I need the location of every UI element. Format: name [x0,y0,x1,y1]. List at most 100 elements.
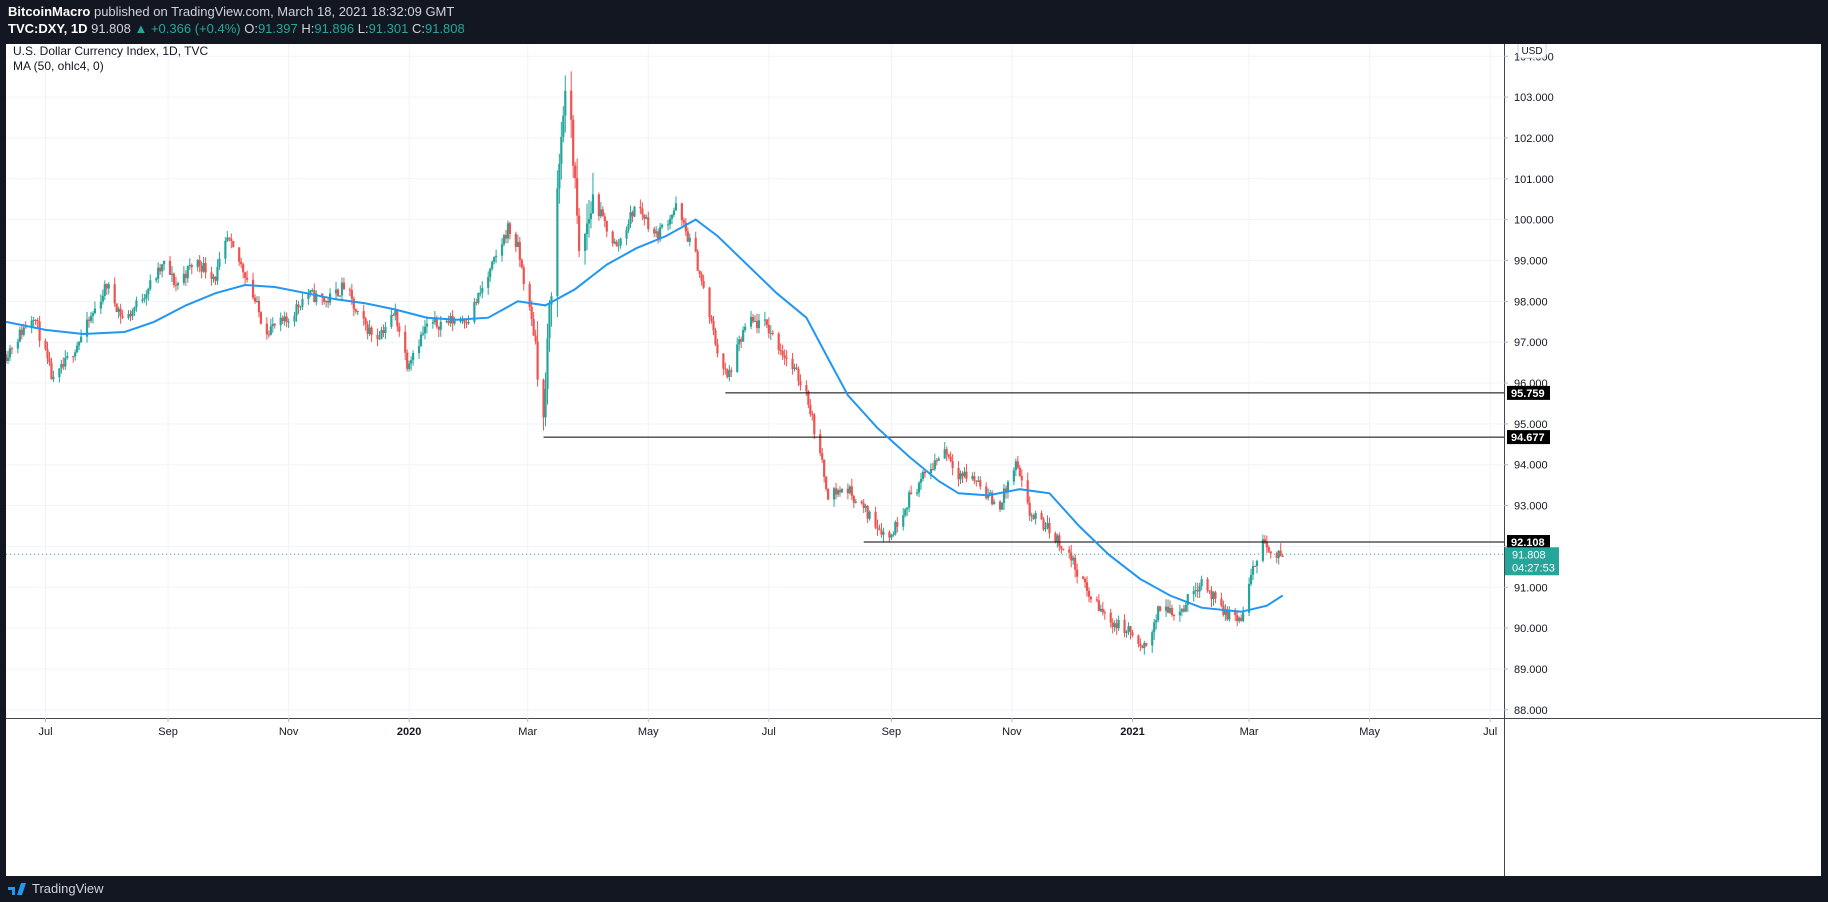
candle [342,277,346,290]
candle [281,315,284,325]
candle [168,256,172,276]
candle [336,288,340,297]
ohlc-legend: TVC:DXY, 1D 91.808 ▲ +0.366 (+0.4%) O:91… [8,21,465,36]
candle [1048,517,1051,539]
candle [1000,501,1004,511]
price-chart[interactable]: 88.00089.00090.00091.00092.00093.00094.0… [4,40,1821,876]
candle [811,410,814,421]
candle [1054,531,1057,544]
tradingview-brand[interactable]: TradingView [8,881,104,896]
candle [975,480,978,487]
candle [722,353,725,376]
candle [1113,620,1116,632]
candle [307,288,310,305]
candle [929,463,932,480]
candle [544,372,547,427]
publish-header: BitcoinMacro published on TradingView.co… [0,0,1828,44]
candle [578,207,581,258]
candle [532,311,535,336]
candle [864,503,867,513]
candle [1226,606,1229,621]
candle [184,270,187,286]
candle [933,453,936,471]
candle [1198,582,1201,599]
candle [749,310,753,330]
candle [378,331,381,340]
candle [58,368,61,383]
candle [271,317,274,333]
candle [398,322,401,337]
candle [629,205,632,228]
candle [868,510,871,521]
candle [257,296,261,318]
candle [1182,604,1185,613]
candle [633,205,636,218]
candle [79,329,83,343]
candle [145,290,148,306]
candle [823,459,826,483]
candle [1143,640,1146,655]
candle [1137,634,1140,648]
price-axis[interactable]: 88.00089.00090.00091.00092.00093.00094.0… [1504,51,1554,717]
candle [1253,565,1257,567]
candle [639,199,642,214]
candle [327,297,330,308]
candle [1074,554,1077,578]
candle [370,325,373,342]
candle [1129,625,1132,640]
candle [1168,600,1172,614]
candle [611,230,614,247]
candle [1006,480,1010,499]
candle [1002,484,1006,511]
candle [1095,596,1098,603]
chart-panel[interactable]: 88.00089.00090.00091.00092.00093.00094.0… [4,40,1821,876]
candle [716,338,719,358]
candle [613,238,616,245]
candle [299,305,302,311]
candle [1240,614,1243,622]
candle [129,310,132,322]
candle [1026,472,1029,505]
candle [653,226,656,238]
candle [908,490,911,512]
candle [755,313,759,334]
candle [163,260,166,271]
candle [155,277,158,283]
candle [1089,595,1093,604]
candle [959,470,962,485]
price-tick-label: 91.000 [1514,582,1548,594]
candle [356,310,359,316]
candle [1261,534,1264,563]
candle [643,214,646,226]
currency-badge[interactable]: USD [1517,40,1547,59]
candle [736,337,739,373]
candle [214,276,217,285]
candle [1115,618,1118,635]
time-axis[interactable]: Jul Sep Nov 2020 Mar May Jul Sep Nov 2021 Mar May Ju… [38,718,1497,738]
time-tick-label: Mar [518,726,537,738]
candle [585,203,589,251]
candle [848,484,851,495]
candle [550,292,553,327]
candle [1166,599,1170,614]
candle [147,287,150,301]
close-value: 91.808 [424,21,465,36]
time-tick-label: Jul [1483,726,1497,738]
candle [52,370,55,383]
candle [50,357,53,380]
candle [971,472,974,481]
candle [834,483,838,500]
candle [425,316,429,334]
candle [451,310,454,332]
candle [105,283,108,295]
price-tick-label: 99.000 [1514,255,1548,267]
candle [1251,560,1255,581]
candle [570,71,573,138]
candle [655,226,658,238]
price-line-badge [1507,535,1550,550]
candles [4,71,1284,655]
candle [684,218,687,237]
author-name[interactable]: BitcoinMacro [8,4,91,19]
candle [1072,555,1075,565]
price-tick-label: 98.000 [1514,296,1548,308]
